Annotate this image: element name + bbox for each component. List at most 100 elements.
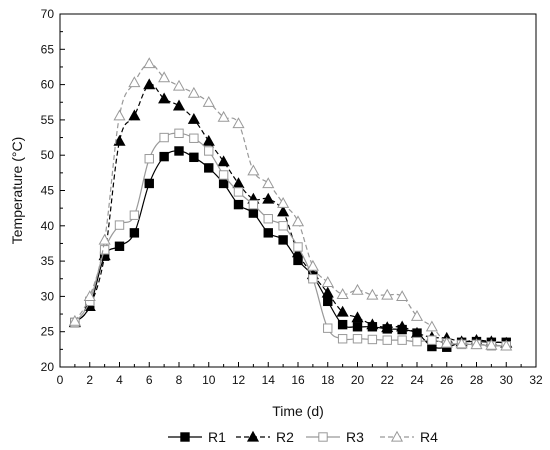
y-tick-label: 30 [41,289,55,303]
data-point-r1 [218,178,229,189]
data-point-r3 [99,245,110,255]
x-tick-label: 2 [86,373,93,387]
y-tick-label: 50 [41,148,55,162]
x-tick-label: 32 [529,373,543,387]
data-point-r4 [128,76,141,88]
y-tick-label: 25 [41,325,55,339]
legend-item-r4: R4 [380,429,438,445]
data-point-r4 [366,288,379,300]
data-point-r2 [381,321,394,333]
y-axis-title: Temperature (°C) [9,137,25,245]
data-point-r4 [425,320,438,332]
data-point-r3 [293,242,303,252]
data-point-r3 [159,132,169,143]
y-tick-label: 45 [41,184,55,198]
data-point-r2 [336,305,349,317]
series-r4 [68,57,513,351]
legend-marker [390,430,404,442]
data-point-r1 [352,322,363,332]
data-point-r3 [323,323,333,333]
x-tick-label: 26 [440,373,454,387]
legend-item-r2: R2 [236,429,294,445]
legend-marker [246,430,260,442]
y-tick-label: 55 [41,113,55,127]
data-point-r2 [321,286,334,298]
data-point-r3 [278,221,288,231]
data-point-r2 [351,311,364,323]
x-tick-label: 18 [321,373,335,387]
data-point-r3 [144,154,154,164]
legend-label: R3 [346,429,364,445]
data-point-r4 [232,117,245,129]
data-point-r3 [204,146,214,156]
data-point-r3 [189,133,199,143]
x-tick-label: 28 [470,373,484,387]
data-point-r4 [187,86,200,98]
legend-item-r3: R3 [306,429,364,445]
x-tick-label: 10 [202,373,216,387]
data-point-r4 [381,288,394,300]
data-point-r1 [248,208,259,218]
legend-label: R1 [208,429,226,445]
data-point-r3 [129,210,140,220]
legend-label: R4 [420,429,438,445]
data-point-r4 [351,283,364,295]
data-point-r1 [323,296,333,307]
data-point-r4 [143,57,156,69]
y-tick-label: 40 [41,219,55,233]
data-point-r1 [337,319,348,330]
data-point-r2 [217,155,230,167]
data-point-r1 [204,163,214,173]
data-point-r3 [174,128,184,139]
data-point-r2 [113,134,126,146]
data-point-r4 [113,109,126,121]
data-point-r1 [233,199,244,210]
x-tick-label: 14 [262,373,276,387]
legend: R1 R2 R3 R4 [168,429,438,445]
data-point-r4 [68,314,81,326]
data-point-r3 [367,334,378,345]
data-point-r1 [278,235,288,245]
x-tick-label: 20 [351,373,365,387]
data-point-r1 [174,146,184,156]
data-point-r4 [410,309,424,321]
data-point-r4 [440,336,453,348]
data-point-r2 [202,134,215,146]
x-axis-title: Time (d) [272,403,324,419]
data-point-r1 [263,228,273,238]
y-tick-label: 20 [41,360,55,374]
y-tick-label: 70 [41,7,55,21]
x-tick-label: 4 [116,373,123,387]
data-point-r4 [321,276,334,287]
data-point-r4 [485,338,498,350]
data-point-r3 [233,187,244,197]
x-tick-label: 8 [176,373,183,387]
data-point-r3 [308,274,318,284]
data-point-r3 [427,335,437,345]
data-point-r4 [262,177,275,189]
data-point-r4 [98,233,111,245]
x-tick-label: 12 [232,373,246,387]
axes: 0 2 4 6 8 10 12 14 16 18 20 22 24 26 28 30 3220253035404… [41,7,543,387]
data-point-r2 [262,192,275,204]
data-point-r2 [366,318,379,330]
legend-item-r1: R1 [168,429,226,445]
data-point-r3 [263,214,273,224]
data-point-r2 [128,109,141,121]
y-tick-label: 35 [41,254,55,268]
data-point-r4 [158,71,171,83]
data-point-r1 [144,178,154,189]
data-point-r1 [159,151,169,162]
data-point-r3 [382,335,392,345]
x-tick-label: 22 [381,373,395,387]
data-point-r2 [187,112,200,124]
data-point-r3 [397,335,407,345]
data-point-r4 [336,288,349,299]
data-point-r4 [247,164,260,176]
data-point-r4 [172,79,186,91]
data-point-r4 [455,337,468,349]
data-point-r1 [114,241,125,251]
